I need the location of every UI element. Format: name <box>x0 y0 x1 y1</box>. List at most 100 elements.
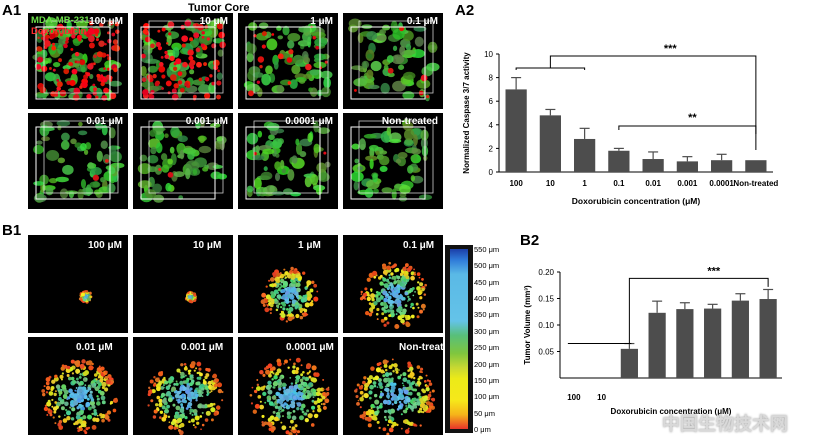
y-tick-label: 0.15 <box>538 295 554 304</box>
b1-tile-label: Non-treated <box>399 342 443 353</box>
significance-label: *** <box>707 265 721 277</box>
bar <box>676 309 694 378</box>
colorbar-tick-label: 450 μm <box>474 277 500 287</box>
colorbar-tick-label: 100 μm <box>474 392 500 402</box>
x-tick-label: 10 <box>546 179 555 188</box>
b1-tile-label: 0.0001 μM <box>286 342 334 353</box>
x-tick-label: 0.01 <box>645 179 661 188</box>
a1-tile-label: 0.01 μM <box>86 116 123 127</box>
a1-tile: 0.01 μM <box>28 113 128 209</box>
significance-label: ** <box>688 112 697 124</box>
x-tick-label: Non-treated <box>733 179 778 188</box>
a1-tile-label: 0.001 μM <box>185 116 228 127</box>
b1-tile: 100 μM <box>28 235 128 333</box>
bar <box>642 159 664 172</box>
legend-mda-mb-231: MDA-MB-231 <box>31 15 90 26</box>
bar <box>608 150 630 172</box>
a1-tile: 10 μM <box>133 13 233 109</box>
a1-tile-label: Non-treated <box>381 116 438 127</box>
watermark-text: 中国生物技术网 <box>662 414 788 434</box>
b1-tile-label: 0.1 μM <box>403 240 435 251</box>
significance-bracket <box>549 55 757 150</box>
x-tick-label: 1 <box>582 179 587 188</box>
b1-tile-label: 0.001 μM <box>181 342 224 353</box>
a1-tile-label: 0.0001 μM <box>285 116 333 127</box>
y-tick-label: 0 <box>489 168 494 177</box>
tumor-core-title: Tumor Core <box>188 2 250 14</box>
x-axis-label: Doxorubicin concentration (μM) <box>572 196 701 206</box>
y-axis-label: Normalized Caspase 3/7 activity <box>462 52 471 174</box>
x-tick-label: 0.0001 <box>709 179 734 188</box>
a1-tile: 0.001 μM <box>133 113 233 209</box>
x-tick-label: 10 <box>597 393 606 402</box>
bar <box>759 299 777 378</box>
significance-bracket <box>515 67 586 70</box>
colorbar-tick-label: 50 μm <box>474 408 495 418</box>
a1-tile-label: 100 μM <box>89 16 123 27</box>
a1-tile-label: 1 μM <box>310 16 333 27</box>
legend-doxorubicin: Doxorubicin <box>31 26 87 37</box>
b1-tile-label: 1 μM <box>298 240 321 251</box>
y-tick-label: 10 <box>484 50 493 59</box>
y-tick-label: 2 <box>489 144 494 153</box>
b1-tile: 1 μM <box>238 235 338 333</box>
a1-tile: 100 μM MDA-MB-231 Doxorubicin <box>28 13 128 109</box>
bar <box>574 138 596 172</box>
panel-label-a2: A2 <box>455 2 475 19</box>
y-tick-label: 8 <box>489 74 494 83</box>
b1-tile-label: 0.01 μM <box>76 342 113 353</box>
y-axis-label: Tumor Volume (mm³) <box>523 285 532 365</box>
x-axis-label: Doxorubicin concentration (μM) <box>611 407 732 416</box>
y-tick-label: 0.05 <box>538 348 554 357</box>
depth-colorbar <box>445 245 473 433</box>
a1-tile: 0.1 μM <box>343 13 443 109</box>
b1-tile: 0.01 μM <box>28 337 128 435</box>
b1-tile: Non-treated <box>343 337 443 435</box>
a1-tile: 0.0001 μM <box>238 113 338 209</box>
colorbar-tick-label: 200 μm <box>474 359 500 369</box>
x-tick-label: 0.1 <box>613 179 625 188</box>
x-tick-label: 0.001 <box>677 179 698 188</box>
colorbar-tick-label: 150 μm <box>474 375 500 385</box>
caspase-bar-chart: 0 2 4 6 8 10 100 10 1 0.1 0.01 0.001 0.0001 Non-treat… <box>455 20 810 220</box>
bar <box>539 115 561 172</box>
a1-tile-label: 0.1 μM <box>406 16 438 27</box>
colorbar-tick-label: 500 μm <box>474 261 500 271</box>
colorbar-tick-label: 300 μm <box>474 326 500 336</box>
y-tick-label: 6 <box>489 97 494 106</box>
panel-label-a1: A1 <box>2 2 22 19</box>
a1-tile-label: 10 μM <box>199 16 228 27</box>
bar <box>676 161 698 172</box>
y-tick-label: 0.20 <box>538 268 554 277</box>
colorbar-tick-label: 250 μm <box>474 343 500 353</box>
significance-bracket <box>618 125 757 134</box>
b1-tile-label: 100 μM <box>88 240 122 251</box>
significance-label: *** <box>664 43 678 55</box>
bar <box>505 89 527 172</box>
bar <box>711 160 733 172</box>
b1-tile: 0.1 μM <box>343 235 443 333</box>
bar <box>648 312 666 378</box>
panel-label-b2: B2 <box>520 232 540 249</box>
b1-tile: 10 μM <box>133 235 233 333</box>
colorbar-tick-label: 350 μm <box>474 310 500 320</box>
colorbar-tick-label: 400 μm <box>474 294 500 304</box>
bar <box>745 160 767 172</box>
y-tick-label: 0.10 <box>538 321 554 330</box>
bar <box>704 308 722 378</box>
colorbar-tick-label: 550 μm <box>474 245 500 254</box>
b1-tile-label: 10 μM <box>193 240 222 251</box>
a1-tile: 1 μM <box>238 13 338 109</box>
y-tick-label: 4 <box>489 121 494 130</box>
b1-tile: 0.001 μM <box>133 337 233 435</box>
x-tick-label: 100 <box>567 393 581 402</box>
bar <box>731 300 749 378</box>
a1-tile: Non-treated <box>343 113 443 209</box>
tumor-volume-bar-chart: 0.05 0.10 0.15 0.20 100 10 Doxorubicin concent… <box>520 250 812 442</box>
bar <box>620 348 638 378</box>
panel-label-b1: B1 <box>2 222 22 239</box>
b1-tile: 0.0001 μM <box>238 337 338 435</box>
significance-bracket <box>628 277 769 344</box>
x-tick-label: 100 <box>509 179 523 188</box>
colorbar-tick-label: 0 μm <box>474 425 491 434</box>
